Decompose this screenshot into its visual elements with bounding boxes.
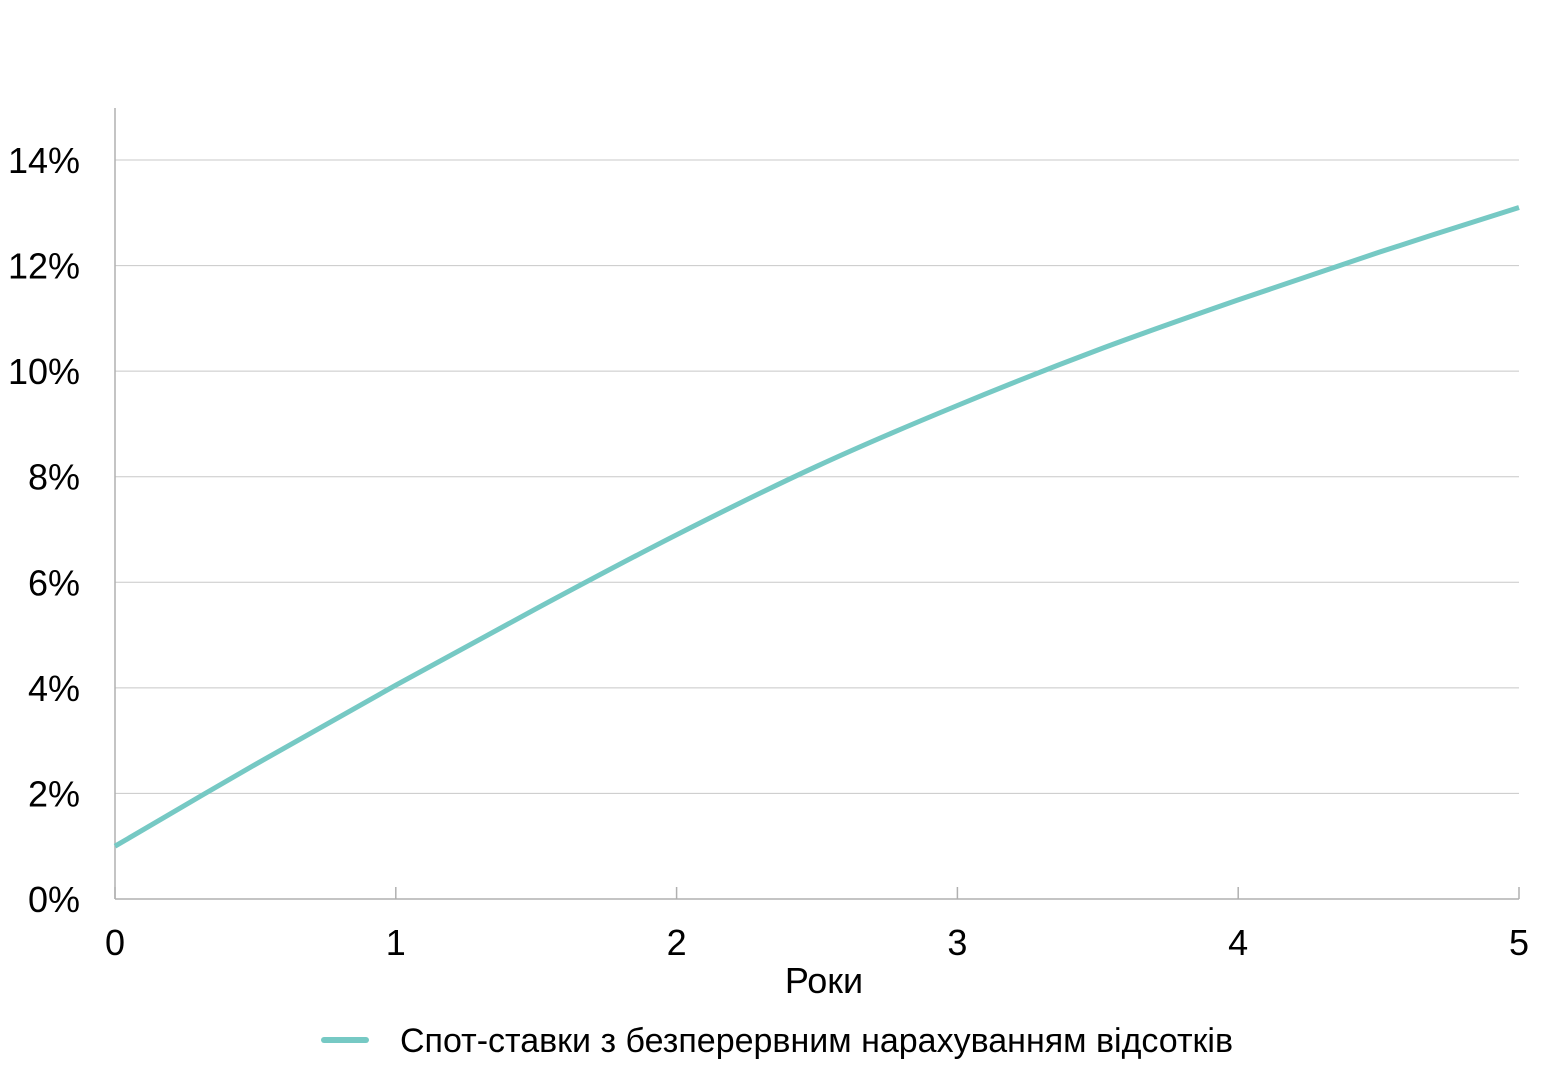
x-tick-label: 3 xyxy=(947,922,967,963)
horizontal-gridlines xyxy=(115,159,1519,794)
x-axis-tick-labels: 0 1 2 3 4 5 xyxy=(105,922,1529,963)
x-tick-label: 0 xyxy=(105,922,125,963)
y-tick-label: 14% xyxy=(8,140,80,181)
x-tick-label: 4 xyxy=(1228,922,1248,963)
y-tick-label: 12% xyxy=(8,246,80,287)
legend: Спот-ставки з безперервним нарахуванням … xyxy=(321,1022,1233,1060)
y-axis-tick-labels: 0% 2% 4% 6% 8% 10% 12% 14% xyxy=(8,140,80,920)
series-layer xyxy=(113,205,1520,849)
legend-label: Спот-ставки з безперервним нарахуванням … xyxy=(400,1022,1233,1060)
y-tick-label: 6% xyxy=(28,562,80,603)
y-tick-label: 2% xyxy=(28,773,80,814)
y-tick-label: 0% xyxy=(28,879,80,920)
x-axis-title: Роки xyxy=(785,960,863,1001)
x-tick-label: 5 xyxy=(1509,922,1529,963)
x-tick-label: 2 xyxy=(667,922,687,963)
x-tick-label: 1 xyxy=(386,922,406,963)
x-axis-ticks xyxy=(114,887,1520,899)
series-line-spot-rates xyxy=(113,205,1520,849)
y-tick-label: 4% xyxy=(28,668,80,709)
y-tick-label: 10% xyxy=(8,351,80,392)
y-tick-label: 8% xyxy=(28,457,80,498)
axes xyxy=(114,108,1519,900)
